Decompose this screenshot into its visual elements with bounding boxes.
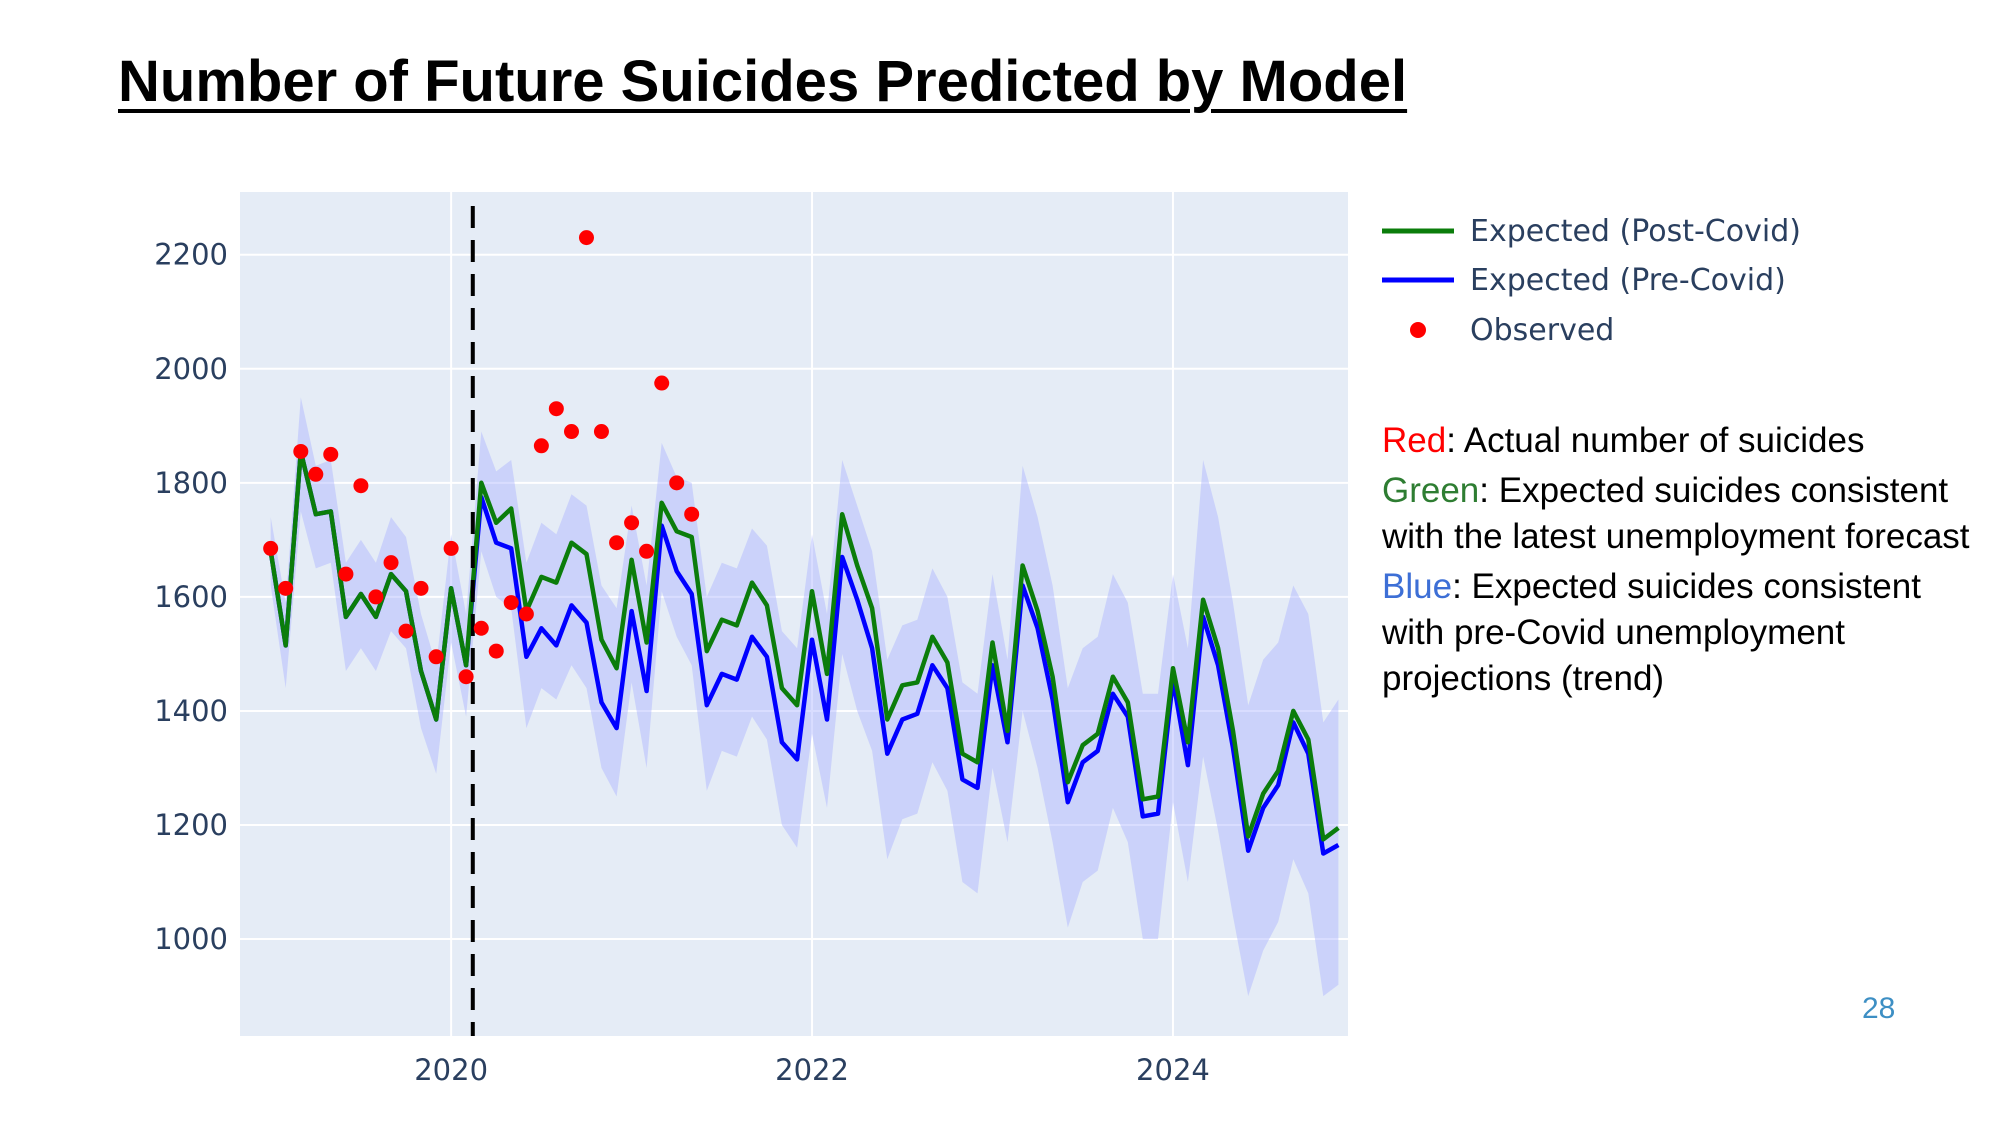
axis-ticks-layer: 1000 1200 1400 1600 1800 2000 2200 2020 2022 2024: [154, 238, 1210, 1087]
legend-label-pre-covid: Expected (Pre-Covid): [1470, 263, 1786, 298]
observed-point: [278, 580, 294, 596]
observed-point: [669, 475, 685, 491]
note-blue: Blue: Expected suicides consistent with …: [1382, 564, 1982, 702]
series-line-post-covid: [268, 449, 1340, 842]
x-tick-label: 2022: [775, 1053, 849, 1087]
observed-point: [488, 643, 504, 659]
observed-point: [578, 230, 594, 246]
y-tick-label: 2000: [154, 352, 228, 386]
page-number: 28: [1862, 992, 1896, 1025]
note-red: Red: Actual number of suicides: [1382, 418, 1982, 464]
observed-point: [293, 443, 309, 459]
legend: Expected (Post-Covid) Expected (Pre-Covi…: [1382, 214, 1801, 348]
grid-lines: [240, 192, 1348, 1036]
note-text-red: : Actual number of suicides: [1446, 421, 1865, 460]
note-green: Green: Expected suicides consistent with…: [1382, 468, 1982, 560]
observed-point: [533, 438, 549, 454]
y-tick-label: 1200: [154, 808, 228, 842]
notes-panel: Red: Actual number of suicides Green: Ex…: [1382, 418, 1982, 706]
observed-point: [443, 540, 459, 556]
y-tick-label: 1000: [154, 922, 228, 956]
observed-point: [458, 669, 474, 685]
observed-point: [263, 540, 279, 556]
note-text-blue: : Expected suicides consistent with pre-…: [1382, 567, 1921, 698]
note-key-red: Red: [1382, 421, 1447, 460]
observed-point: [308, 466, 324, 482]
observed-point: [684, 506, 700, 522]
note-text-green: : Expected suicides consistent with the …: [1382, 471, 1970, 556]
series-lines-layer: [268, 449, 1340, 856]
note-key-blue: Blue: [1382, 567, 1453, 606]
observed-point: [353, 478, 369, 494]
observed-point: [383, 555, 399, 571]
observed-point: [413, 580, 429, 596]
x-tick-label: 2020: [414, 1053, 488, 1087]
observed-point: [639, 543, 655, 559]
legend-label-post-covid: Expected (Post-Covid): [1470, 214, 1801, 249]
y-tick-label: 1800: [154, 466, 228, 500]
plot-area: [240, 192, 1348, 1036]
observed-point: [323, 446, 339, 462]
slide-title: Number of Future Suicides Predicted by M…: [118, 49, 1408, 114]
observed-point: [548, 401, 564, 417]
legend-swatch-observed: [1410, 322, 1426, 338]
observed-point: [398, 623, 414, 639]
observed-points-layer: [263, 230, 700, 685]
y-tick-label: 2200: [154, 238, 228, 272]
observed-point: [473, 620, 489, 636]
y-tick-label: 1600: [154, 580, 228, 614]
observed-point: [593, 424, 609, 440]
observed-point: [609, 535, 625, 551]
y-tick-label: 1400: [154, 694, 228, 728]
observed-point: [368, 589, 384, 605]
observed-point: [428, 649, 444, 665]
legend-label-observed: Observed: [1470, 313, 1614, 348]
observed-point: [563, 424, 579, 440]
x-tick-label: 2024: [1136, 1053, 1210, 1087]
note-key-green: Green: [1382, 471, 1480, 510]
observed-point: [518, 606, 534, 622]
observed-point: [624, 515, 640, 531]
observed-point: [503, 595, 519, 611]
observed-point: [338, 566, 354, 582]
observed-point: [654, 375, 670, 391]
